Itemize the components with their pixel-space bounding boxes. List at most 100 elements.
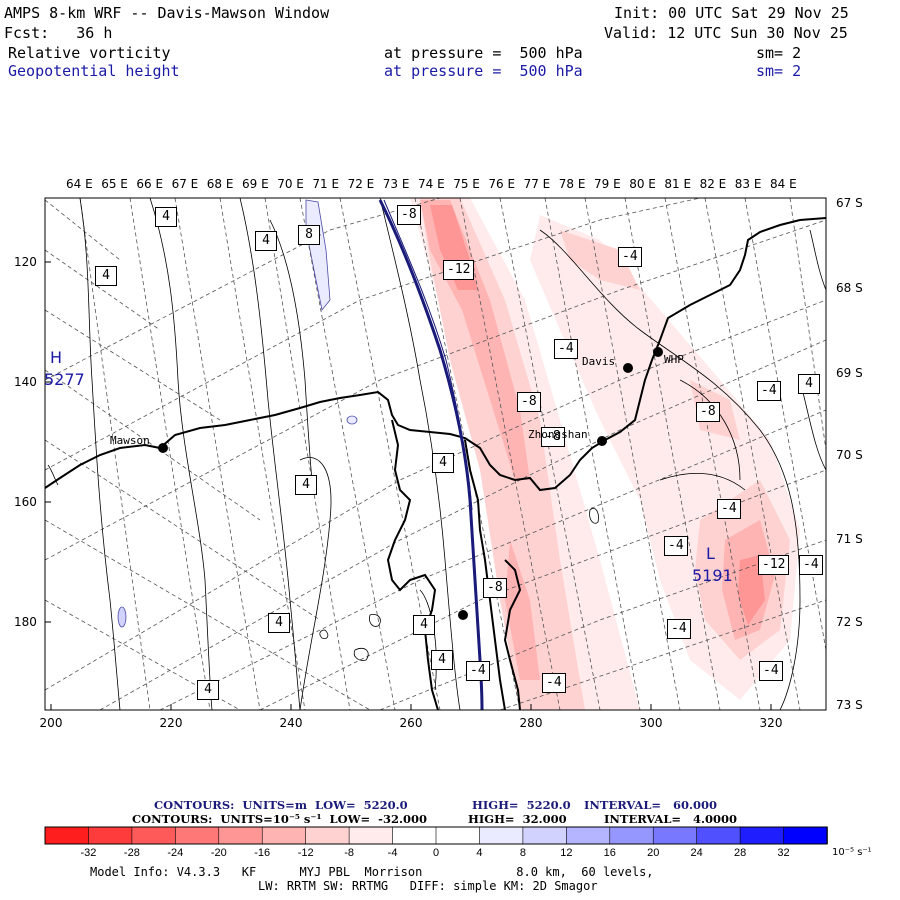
field1-smoothing: sm= 2 [756,44,802,62]
longitude-label: 68 E [206,177,234,191]
vorticity-contours [47,198,826,710]
contour-value-label: 4 [95,266,117,286]
contours-vorticity-high: HIGH= 32.000 [468,812,567,826]
colorbar-tick: 8 [519,847,526,859]
contour-value-label: 4 [268,613,290,633]
field1-level: at pressure = 500 hPa [384,44,583,62]
contour-value-label: -4 [757,381,781,401]
longitude-label: 83 E [734,177,762,191]
contour-value-label: 4 [295,475,317,495]
colorbar-swatch [435,826,481,845]
colorbar-swatch [175,826,220,845]
latitude-label: 68 S [836,281,863,295]
grid-y-label: 180 [14,615,37,629]
model-info-line2: LW: RRTM SW: RRTMG DIFF: simple KM: 2D S… [258,879,598,893]
longitude-label: 77 E [523,177,551,191]
grid-x-label: 220 [159,716,183,730]
longitude-label: 67 E [171,177,199,191]
low-center-label: L [706,544,715,563]
contour-value-label: -8 [397,205,421,225]
contour-value-label: -4 [664,536,688,556]
station-dot [597,436,607,446]
grid-y-label: 120 [14,255,37,269]
contour-value-label: -8 [517,392,541,412]
colorbar-tick: 20 [647,847,660,859]
latitude-label: 72 S [836,615,863,629]
colorbar-swatch [348,826,394,845]
longitude-label: 82 E [699,177,727,191]
colorbar-tick: -12 [297,847,314,859]
colorbar-swatch [522,826,568,845]
colorbar-swatch [88,826,133,845]
colorbar-unit: 10⁻⁵ s⁻¹ [832,847,872,858]
colorbar-tick: 12 [560,847,573,859]
contour-value-label: -4 [542,673,566,693]
contours-vorticity-info: CONTOURS: UNITS=10⁻⁵ s⁻¹ LOW= -32.000 [132,812,427,826]
contour-value-label: 4 [255,231,277,251]
colorbar-swatch [261,826,307,845]
colorbar-tick: 24 [690,847,703,859]
forecast-hour: Fcst: 36 h [4,24,113,42]
longitude-label: 80 E [629,177,656,191]
longitude-label: 78 E [558,177,586,191]
grid-x-label: 260 [399,716,423,730]
contour-value-label: -8 [696,402,720,422]
colorbar-swatch [609,826,655,845]
low-center-value: 5191 [692,566,733,585]
colorbar-swatch [131,826,177,845]
colorbar-tick: 28 [733,847,747,859]
station-dot [623,363,633,373]
colorbar [44,826,828,845]
contour-value-label: 8 [298,225,320,245]
longitude-label: 84 E [770,177,797,191]
colorbar-swatch [305,826,350,845]
colorbar-swatch [479,826,524,845]
field1-name: Relative vorticity [8,44,171,62]
longitude-label: 69 E [242,177,269,191]
colorbar-swatch [218,826,264,845]
station-zhongshan: Zhongshan [528,428,588,441]
colorbar-swatch [392,826,437,845]
colorbar-tick: -28 [123,847,140,859]
longitude-label: 76 E [488,177,516,191]
longitude-label: 72 E [347,177,375,191]
model-info-line1: Model Info: V4.3.3 KF MYJ PBL Morrison 8… [90,865,654,879]
contour-value-label: 4 [155,207,177,227]
longitude-label: 79 E [594,177,621,191]
contour-value-label: 4 [413,615,435,635]
longitude-label: 75 E [453,177,480,191]
contour-value-label: -4 [717,499,741,519]
colorbar-tick: -24 [167,847,184,859]
colorbar-tick: -4 [387,847,398,859]
longitude-label: 81 E [664,177,692,191]
colorbar-tick: 16 [603,847,616,859]
contour-value-label: 4 [431,650,453,670]
station-davis: Davis [582,355,616,368]
longitude-label: 73 E [382,177,410,191]
colorbar-tick: -20 [210,847,227,859]
station-dot [458,610,468,620]
latitude-label: 67 S [836,196,863,210]
map-title: AMPS 8-km WRF -- Davis-Mawson Window [4,4,330,22]
contour-value-label: -4 [466,661,490,681]
grid-x-label: 280 [519,716,543,730]
longitude-label: 70 E [277,177,304,191]
high-center-value: 5277 [44,370,85,389]
colorbar-tick: 32 [777,847,790,859]
colorbar-swatch [652,826,698,845]
station-whp: WHP [664,353,684,366]
plot-frame [44,197,827,711]
colorbar-swatch [739,826,785,845]
longitude-label: 74 E [418,177,445,191]
grid-x-label: 320 [759,716,783,730]
valid-time: Valid: 12 UTC Sun 30 Nov 25 [604,24,848,42]
contour-value-label: -4 [799,555,823,575]
high-center-label: H [50,348,63,367]
longitude-label: 65 E [101,177,128,191]
contour-value-label: 4 [432,453,454,473]
field2-smoothing: sm= 2 [756,62,802,80]
contour-value-label: -12 [758,555,790,575]
contours-vorticity-interval: INTERVAL= 4.0000 [604,812,738,826]
latitude-label: 73 S [836,698,863,712]
